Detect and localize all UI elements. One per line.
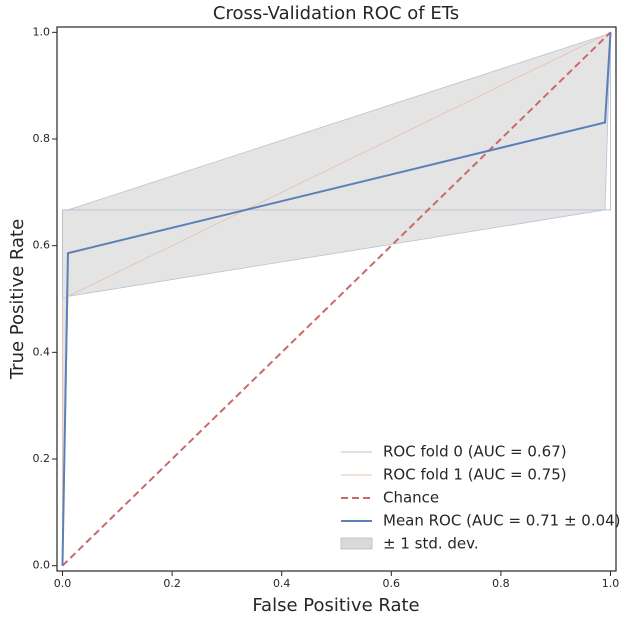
y-axis-label: True Positive Rate: [7, 219, 28, 380]
legend-text: Mean ROC (AUC = 0.71 ± 0.04): [383, 512, 621, 530]
x-tick-label: 1.0: [602, 577, 620, 590]
legend: ROC fold 0 (AUC = 0.67) ROC fold 1 (AUC =…: [340, 443, 621, 553]
y-tick-label: 0.6: [33, 239, 51, 252]
plot-frame: [56, 26, 617, 572]
x-tick-label: 0.2: [163, 577, 181, 590]
legend-text: ROC fold 0 (AUC = 0.67): [383, 443, 567, 461]
y-tick-label: 0.0: [33, 559, 51, 572]
x-tick-label: 0.4: [273, 577, 291, 590]
roc-line: [61, 31, 611, 566]
y-tick-label: 0.8: [33, 132, 51, 145]
y-tick-label: 0.4: [33, 345, 51, 358]
y-tick-label: 0.2: [33, 452, 51, 465]
x-tick-label: 0.8: [492, 577, 510, 590]
legend-text: ± 1 std. dev.: [383, 535, 479, 553]
y-tick-label: 1.0: [33, 25, 51, 38]
roc-line: [61, 32, 612, 566]
x-tick-label: 0.0: [54, 577, 72, 590]
x-tick-label: 0.6: [383, 577, 401, 590]
x-axis-label: False Positive Rate: [252, 595, 419, 616]
legend-text: Chance: [383, 489, 439, 507]
legend-swatch: [340, 537, 373, 550]
legend-text: ROC fold 1 (AUC = 0.75): [383, 466, 567, 484]
chart-title: Cross-Validation ROC of ETs: [213, 3, 459, 24]
roc-line: [61, 31, 612, 567]
